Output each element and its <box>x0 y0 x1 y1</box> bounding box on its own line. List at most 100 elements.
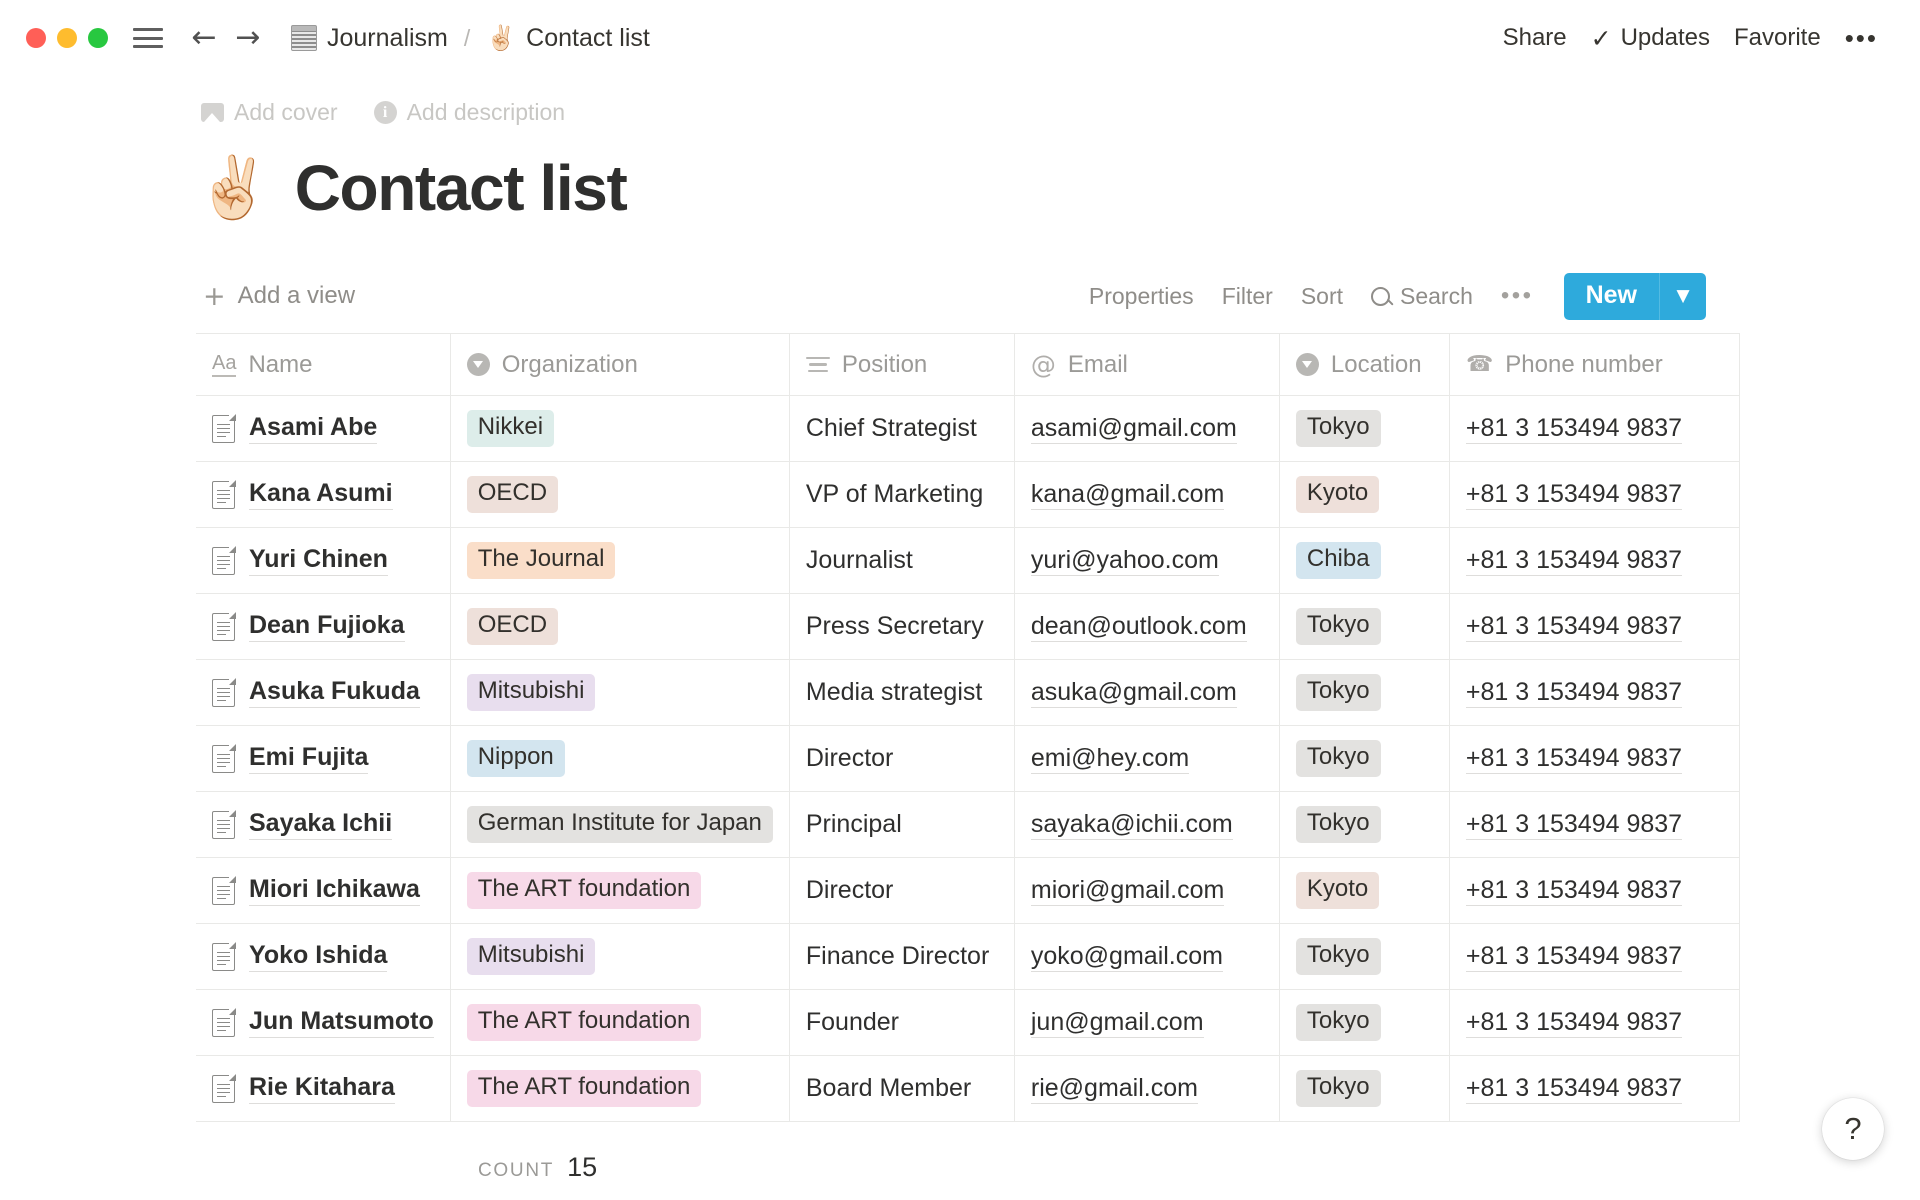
table-footer-count[interactable]: COUNT 15 <box>196 1152 1920 1183</box>
cell-position[interactable]: Principal <box>789 791 1015 858</box>
cell-organization[interactable]: The ART foundation <box>450 989 790 1056</box>
forward-arrow-icon[interactable]: → <box>235 20 261 55</box>
cell-organization[interactable]: Mitsubishi <box>450 659 790 726</box>
page-document-icon[interactable] <box>212 545 236 575</box>
cell-organization[interactable]: Nippon <box>450 725 790 792</box>
cell-location[interactable]: Tokyo <box>1279 593 1450 660</box>
cell-organization[interactable]: Mitsubishi <box>450 923 790 990</box>
cell-position[interactable]: Chief Strategist <box>789 395 1015 462</box>
sort-button[interactable]: Sort <box>1287 276 1357 317</box>
cell-organization[interactable]: The ART foundation <box>450 857 790 924</box>
sidebar-toggle-icon[interactable] <box>133 26 163 50</box>
page-title-text[interactable]: Contact list <box>294 152 628 224</box>
cell-location[interactable]: Tokyo <box>1279 395 1450 462</box>
cell-name[interactable]: Yuri Chinen <box>196 527 451 594</box>
cell-phone-number[interactable]: +81 3 153494 9837 <box>1449 593 1740 660</box>
cell-position[interactable]: Press Secretary <box>789 593 1015 660</box>
page-document-icon[interactable] <box>212 875 236 905</box>
maximize-window-button[interactable] <box>88 28 108 48</box>
more-options-button[interactable]: ••• <box>1833 19 1890 57</box>
back-arrow-icon[interactable]: ← <box>191 20 217 55</box>
table-row[interactable]: Dean Fujioka OECD Press Secretary dean@outl… <box>196 593 1740 660</box>
cell-email[interactable]: rie@gmail.com <box>1014 1055 1280 1122</box>
favorite-button[interactable]: Favorite <box>1722 18 1833 58</box>
cell-email[interactable]: yuri@yahoo.com <box>1014 527 1280 594</box>
cell-organization[interactable]: The Journal <box>450 527 790 594</box>
share-button[interactable]: Share <box>1491 18 1579 58</box>
page-document-icon[interactable] <box>212 941 236 971</box>
table-row[interactable]: Miori Ichikawa The ART foundation Director… <box>196 857 1740 924</box>
cell-phone-number[interactable]: +81 3 153494 9837 <box>1449 1055 1740 1122</box>
column-header-phone-number[interactable]: ☎ Phone number <box>1449 333 1740 396</box>
minimize-window-button[interactable] <box>57 28 77 48</box>
cell-organization[interactable]: Nikkei <box>450 395 790 462</box>
breadcrumb-item-workspace[interactable]: Journalism <box>287 22 452 55</box>
cell-location[interactable]: Chiba <box>1279 527 1450 594</box>
cell-organization[interactable]: The ART foundation <box>450 1055 790 1122</box>
cell-email[interactable]: dean@outlook.com <box>1014 593 1280 660</box>
cell-name[interactable]: Jun Matsumoto <box>196 989 451 1056</box>
page-document-icon[interactable] <box>212 809 236 839</box>
page-document-icon[interactable] <box>212 743 236 773</box>
table-row[interactable]: Yoko Ishida Mitsubishi Finance Director yok… <box>196 923 1740 990</box>
cell-email[interactable]: yoko@gmail.com <box>1014 923 1280 990</box>
cell-email[interactable]: sayaka@ichii.com <box>1014 791 1280 858</box>
cell-name[interactable]: Emi Fujita <box>196 725 451 792</box>
cell-phone-number[interactable]: +81 3 153494 9837 <box>1449 659 1740 726</box>
cell-phone-number[interactable]: +81 3 153494 9837 <box>1449 989 1740 1056</box>
table-row[interactable]: Rie Kitahara The ART foundation Board Memb… <box>196 1055 1740 1122</box>
column-header-location[interactable]: Location <box>1279 333 1450 396</box>
column-header-name[interactable]: Aa Name <box>196 333 451 396</box>
search-button[interactable]: Search <box>1357 276 1487 317</box>
cell-email[interactable]: miori@gmail.com <box>1014 857 1280 924</box>
cell-name[interactable]: Asuka Fukuda <box>196 659 451 726</box>
page-document-icon[interactable] <box>212 413 236 443</box>
column-header-position[interactable]: Position <box>789 333 1015 396</box>
cell-position[interactable]: Board Member <box>789 1055 1015 1122</box>
cell-position[interactable]: Director <box>789 857 1015 924</box>
new-dropdown-button[interactable]: ▼ <box>1659 272 1706 320</box>
table-row[interactable]: Emi Fujita Nippon Director emi@hey.com Tokyo… <box>196 725 1740 792</box>
cell-position[interactable]: Finance Director <box>789 923 1015 990</box>
cell-phone-number[interactable]: +81 3 153494 9837 <box>1449 857 1740 924</box>
cell-location[interactable]: Tokyo <box>1279 659 1450 726</box>
properties-button[interactable]: Properties <box>1075 276 1208 317</box>
cell-name[interactable]: Miori Ichikawa <box>196 857 451 924</box>
cell-phone-number[interactable]: +81 3 153494 9837 <box>1449 527 1740 594</box>
add-cover-button[interactable]: Add cover <box>196 96 343 129</box>
cell-phone-number[interactable]: +81 3 153494 9837 <box>1449 725 1740 792</box>
updates-button[interactable]: ✓ Updates <box>1579 18 1722 58</box>
cell-email[interactable]: jun@gmail.com <box>1014 989 1280 1056</box>
cell-organization[interactable]: German Institute for Japan <box>450 791 790 858</box>
cell-location[interactable]: Tokyo <box>1279 1055 1450 1122</box>
filter-button[interactable]: Filter <box>1208 276 1287 317</box>
new-button[interactable]: New <box>1563 272 1659 320</box>
cell-email[interactable]: emi@hey.com <box>1014 725 1280 792</box>
cell-position[interactable]: VP of Marketing <box>789 461 1015 528</box>
cell-location[interactable]: Tokyo <box>1279 791 1450 858</box>
page-document-icon[interactable] <box>212 677 236 707</box>
page-document-icon[interactable] <box>212 1073 236 1103</box>
cell-phone-number[interactable]: +81 3 153494 9837 <box>1449 923 1740 990</box>
page-emoji-icon[interactable]: ✌🏻 <box>196 153 271 223</box>
cell-phone-number[interactable]: +81 3 153494 9837 <box>1449 461 1740 528</box>
column-header-email[interactable]: @ Email <box>1014 333 1280 396</box>
cell-phone-number[interactable]: +81 3 153494 9837 <box>1449 395 1740 462</box>
add-a-view-button[interactable]: + Add a view <box>196 277 362 315</box>
cell-position[interactable]: Media strategist <box>789 659 1015 726</box>
cell-position[interactable]: Founder <box>789 989 1015 1056</box>
cell-name[interactable]: Asami Abe <box>196 395 451 462</box>
cell-email[interactable]: kana@gmail.com <box>1014 461 1280 528</box>
cell-email[interactable]: asuka@gmail.com <box>1014 659 1280 726</box>
page-document-icon[interactable] <box>212 1007 236 1037</box>
cell-name[interactable]: Sayaka Ichii <box>196 791 451 858</box>
add-description-button[interactable]: i Add description <box>369 96 571 129</box>
cell-location[interactable]: Kyoto <box>1279 461 1450 528</box>
help-button[interactable]: ? <box>1822 1098 1884 1160</box>
cell-organization[interactable]: OECD <box>450 461 790 528</box>
column-header-organization[interactable]: Organization <box>450 333 790 396</box>
cell-name[interactable]: Rie Kitahara <box>196 1055 451 1122</box>
cell-phone-number[interactable]: +81 3 153494 9837 <box>1449 791 1740 858</box>
page-document-icon[interactable] <box>212 479 236 509</box>
cell-organization[interactable]: OECD <box>450 593 790 660</box>
